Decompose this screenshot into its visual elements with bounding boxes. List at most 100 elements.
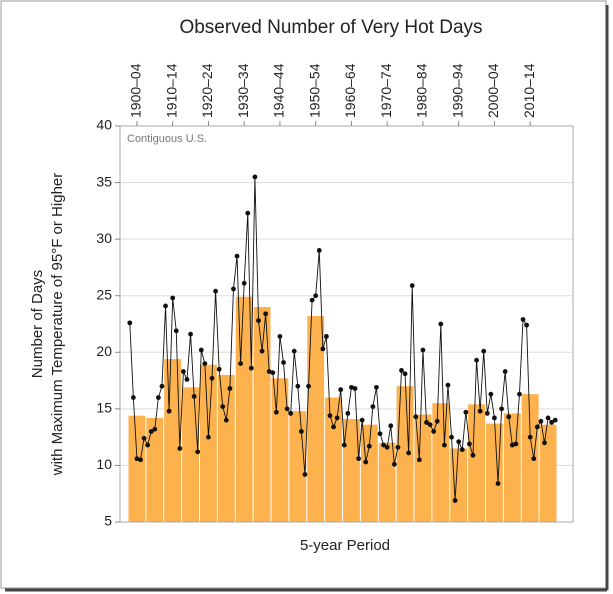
bar	[360, 424, 378, 522]
annual-point	[145, 442, 151, 448]
annual-point	[334, 415, 340, 421]
y-axis-label: with Maximum Temperature of 95°F or High…	[49, 173, 66, 477]
annual-point	[420, 347, 426, 353]
annual-point	[434, 418, 440, 424]
x-tick-label: 1920–24	[199, 63, 215, 118]
annual-point	[545, 415, 551, 421]
annual-point	[463, 409, 469, 415]
annual-point	[431, 429, 437, 434]
annual-point	[184, 377, 190, 382]
annual-point	[477, 408, 483, 414]
annual-point	[177, 446, 183, 451]
y-tick-label: 5	[104, 513, 112, 529]
x-tick-label: 2010–14	[521, 63, 537, 118]
annual-point	[138, 457, 143, 463]
annual-point	[206, 434, 211, 440]
annual-point	[277, 334, 283, 339]
annual-point	[338, 387, 344, 393]
annual-point	[406, 450, 412, 456]
x-tick-label: 1950–54	[306, 63, 322, 118]
annual-point	[402, 371, 408, 377]
annual-point	[170, 295, 176, 301]
x-tick-label: 2000–04	[485, 63, 501, 118]
annual-point	[352, 386, 358, 391]
x-tick-label: 1900–04	[128, 63, 144, 118]
annual-point	[202, 361, 208, 366]
annual-point	[467, 441, 472, 447]
annual-point	[441, 442, 447, 448]
annual-point	[542, 440, 547, 446]
bar	[450, 448, 468, 522]
annual-point	[538, 418, 544, 424]
annual-point	[449, 434, 454, 440]
annual-point	[527, 434, 533, 440]
annual-point	[549, 420, 555, 425]
y-tick-label: 30	[96, 230, 112, 246]
annual-point	[223, 417, 229, 423]
annotation: Contiguous U.S.	[127, 133, 207, 145]
annual-point	[148, 429, 154, 434]
annual-point	[245, 210, 251, 216]
annual-point	[152, 426, 158, 432]
annual-point	[327, 413, 333, 419]
annual-point	[324, 334, 329, 339]
annual-point	[263, 311, 269, 317]
annual-point	[284, 406, 290, 412]
annual-point	[495, 481, 501, 486]
annual-point	[513, 441, 519, 447]
bar	[396, 386, 414, 522]
annual-point	[295, 383, 301, 389]
bar	[182, 387, 199, 522]
bar	[217, 374, 235, 522]
annual-point	[492, 415, 497, 421]
x-tick-label: 1990–94	[449, 63, 465, 118]
bar	[146, 417, 164, 522]
y-tick-label: 25	[96, 286, 112, 302]
y-tick-label: 40	[96, 117, 112, 133]
annual-point	[374, 384, 379, 390]
annual-point	[316, 248, 322, 253]
annual-point	[499, 406, 504, 412]
bar	[307, 316, 325, 522]
annual-point	[259, 348, 265, 354]
annual-point	[302, 472, 308, 477]
annual-point	[216, 366, 222, 372]
annual-point	[534, 424, 540, 430]
annual-point	[163, 303, 168, 309]
annual-point	[552, 417, 558, 423]
annual-point	[141, 435, 147, 441]
annual-point	[488, 391, 494, 397]
annual-point	[452, 498, 458, 503]
annual-point	[298, 429, 304, 434]
annual-point	[130, 395, 136, 400]
annual-point	[359, 417, 365, 423]
bar	[271, 378, 289, 522]
annual-point	[391, 461, 397, 467]
annual-point	[524, 322, 530, 328]
annual-point	[341, 442, 347, 448]
annual-point	[273, 409, 279, 415]
annual-point	[416, 457, 422, 463]
annual-point	[413, 414, 419, 420]
bar	[289, 411, 307, 522]
bar	[343, 419, 360, 522]
annual-point	[474, 357, 479, 363]
bar	[486, 423, 503, 522]
x-tick-label: 1910–14	[163, 63, 179, 118]
annual-point	[195, 449, 201, 455]
annual-point	[234, 253, 240, 259]
annual-point	[270, 370, 276, 376]
annual-point	[445, 382, 451, 388]
annual-point	[481, 348, 487, 354]
y-tick-label: 20	[96, 343, 112, 359]
annual-point	[484, 410, 490, 416]
bar	[468, 404, 485, 522]
y-tick-label: 35	[96, 173, 112, 189]
y-axis-label: Number of Days	[29, 270, 46, 378]
x-tick-label: 1940–44	[271, 63, 287, 118]
annual-point	[388, 423, 394, 429]
annual-point	[399, 367, 404, 373]
annual-point	[252, 174, 258, 180]
annual-line	[129, 176, 556, 501]
